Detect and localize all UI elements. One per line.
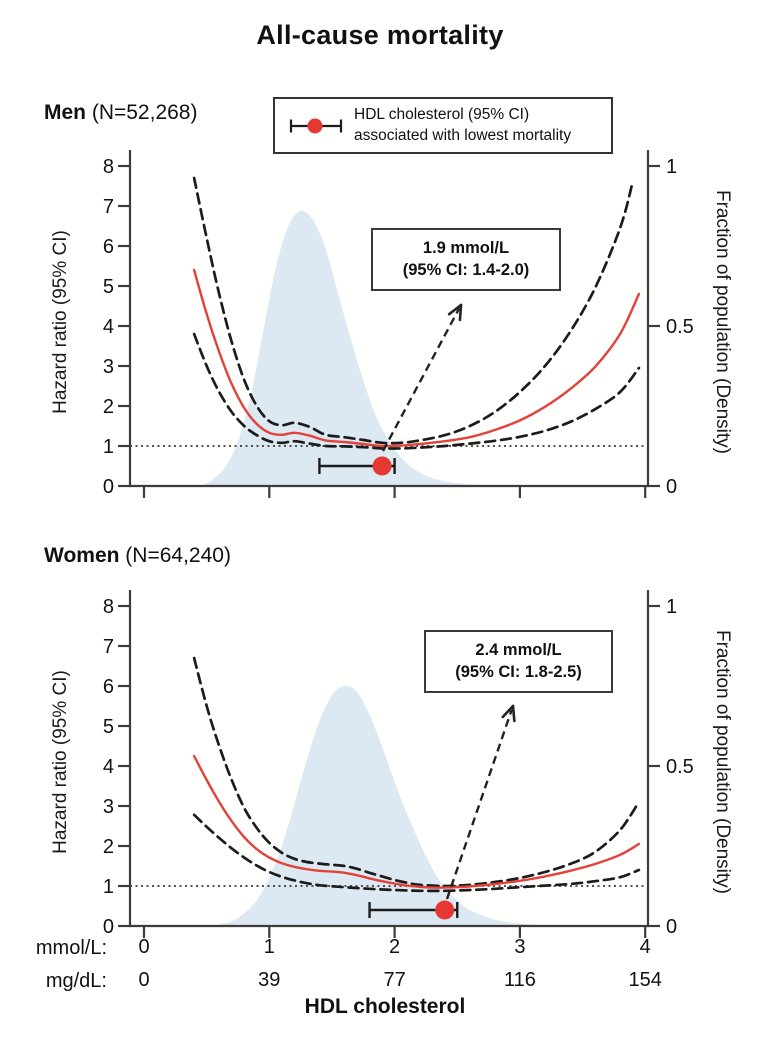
- women-ytick-left-label: 3: [103, 796, 114, 818]
- men-annotation-arrowhead: [458, 303, 463, 322]
- women-right-axis-label: Fraction of population (Density): [712, 629, 733, 895]
- women-density-area: [219, 685, 589, 926]
- women-annotation-arrowhead: [511, 704, 516, 723]
- men-ytick-left-label: 8: [103, 156, 114, 178]
- men-ytick-right-label: 0.5: [666, 316, 694, 338]
- legend-text: HDL cholesterol (95% CI) associated with…: [354, 105, 571, 146]
- women-ytick-left-label: 6: [103, 676, 114, 698]
- x-units-mmol-label: mmol/L:: [35, 937, 107, 959]
- legend-line2: associated with lowest mortality: [354, 126, 572, 144]
- men-heading-name: Men: [44, 101, 86, 124]
- men-upper-ci-curve: [192, 176, 635, 445]
- x-units-mgdl-label: mg/dL:: [45, 970, 107, 992]
- xtick-mgdl-label: 154: [629, 969, 662, 991]
- women-ytick-left-label: 4: [103, 756, 114, 778]
- men-ytick-left-label: 4: [103, 316, 114, 338]
- men-ytick-left-label: 7: [103, 196, 114, 218]
- women-ytick-right-label: 0: [666, 916, 677, 938]
- legend-box: HDL cholesterol (95% CI) associated with…: [273, 97, 613, 154]
- women-annotation-arrowhead: [501, 704, 515, 719]
- women-annotation-box: 2.4 mmol/L (95% CI: 1.8-2.5): [424, 630, 613, 693]
- xtick-mgdl-label: 39: [258, 969, 280, 991]
- men-ytick-left-label: 5: [103, 276, 114, 298]
- women-panel-heading: Women (N=64,240): [44, 544, 231, 568]
- men-axes-spines: [128, 150, 650, 488]
- women-ytick-left-label: 5: [103, 716, 114, 738]
- men-hazard-ratio-curve: [192, 268, 641, 448]
- men-density-area: [200, 210, 571, 486]
- men-ytick-left-label: 3: [103, 356, 114, 378]
- men-right-axis-label: Fraction of population (Density): [712, 189, 733, 455]
- men-annotation-arrow: [381, 307, 461, 452]
- xtick-mmol-label: 1: [264, 936, 275, 958]
- women-ytick-left-label: 1: [103, 876, 114, 898]
- men-annotation-box: 1.9 mmol/L (95% CI: 1.4-2.0): [371, 228, 561, 291]
- xtick-mmol-label: 2: [389, 936, 400, 958]
- men-optimum-dot: [372, 456, 392, 476]
- women-annotation-arrow: [445, 709, 513, 900]
- men-left-axis-label: Hazard ratio (95% CI): [50, 230, 71, 414]
- men-lower-ci-curve: [192, 332, 641, 450]
- legend-line1: HDL cholesterol (95% CI): [354, 106, 530, 124]
- men-annotation-arrowhead: [447, 303, 463, 316]
- xtick-mgdl-label: 0: [138, 969, 149, 991]
- women-annotation-line2: (95% CI: 1.8-2.5): [455, 663, 582, 682]
- men-heading-count: (N=52,268): [86, 101, 198, 124]
- xtick-mgdl-label: 77: [383, 969, 405, 991]
- men-ytick-right-label: 0: [666, 476, 677, 498]
- men-ytick-left-label: 0: [103, 476, 114, 498]
- men-panel-heading: Men (N=52,268): [44, 101, 197, 125]
- men-ytick-left-label: 6: [103, 236, 114, 258]
- x-axis-title: HDL cholesterol: [304, 995, 466, 1018]
- men-panel: 0 1 2 3 4 5 6 7 8 0 0.5 1: [103, 150, 694, 498]
- men-annotation-line1: 1.9 mmol/L: [422, 239, 510, 257]
- women-axes-spines: [128, 590, 650, 928]
- women-heading-count: (N=64,240): [119, 544, 231, 567]
- figure-title: All-cause mortality: [256, 20, 504, 50]
- men-ytick-left-label: 1: [103, 436, 114, 458]
- men-ytick-left-label: 2: [103, 396, 114, 418]
- women-ytick-left-label: 0: [103, 916, 114, 938]
- women-heading-name: Women: [44, 544, 120, 567]
- women-optimum-dot: [435, 900, 455, 920]
- women-lower-ci-curve: [192, 813, 641, 893]
- lowest-mortality-marker-icon: [289, 118, 343, 133]
- women-annotation-line1: 2.4 mmol/L: [475, 641, 562, 659]
- women-ytick-left-label: 7: [103, 636, 114, 658]
- xtick-mmol-label: 3: [514, 936, 525, 958]
- xtick-mmol-label: 0: [138, 936, 149, 958]
- women-left-axis-label: Hazard ratio (95% CI): [50, 670, 71, 854]
- women-ytick-right-label: 0.5: [666, 756, 694, 778]
- women-upper-ci-curve: [192, 656, 641, 888]
- women-ytick-left-label: 2: [103, 836, 114, 858]
- xtick-mgdl-label: 116: [504, 969, 536, 991]
- x-axis-value-labels: 0 1 2 3 4 0 39 77 116 154: [138, 936, 661, 991]
- women-ytick-right-label: 1: [666, 596, 677, 618]
- women-hazard-ratio-curve: [192, 754, 641, 889]
- women-ytick-left-label: 8: [103, 596, 114, 618]
- xtick-mmol-label: 4: [640, 936, 651, 958]
- women-panel: 0 1 2 3 4 5 6 7 8 0 0.5 1: [103, 590, 694, 938]
- men-ytick-right-label: 1: [666, 156, 677, 178]
- men-annotation-line2: (95% CI: 1.4-2.0): [402, 261, 530, 280]
